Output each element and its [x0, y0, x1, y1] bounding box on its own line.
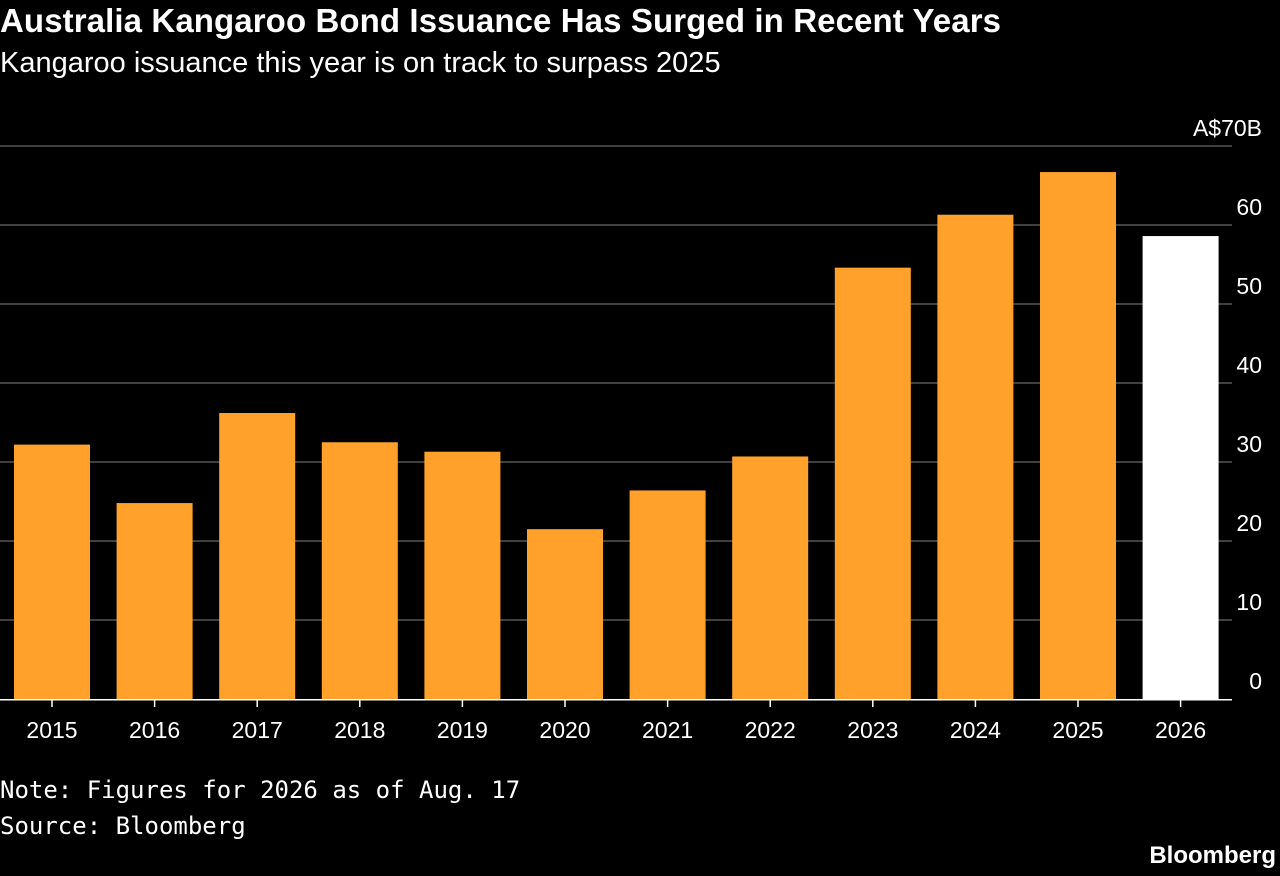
chart-note: Note: Figures for 2026 as of Aug. 17 [0, 776, 521, 804]
chart-subtitle: Kangaroo issuance this year is on track … [0, 47, 721, 79]
bar [116, 503, 193, 699]
bar [424, 451, 501, 699]
x-tick-label: 2021 [642, 717, 693, 743]
x-tick-label: 2026 [1155, 717, 1206, 743]
x-tick-label: 2020 [539, 717, 590, 743]
bar [1142, 236, 1219, 699]
bar [834, 267, 911, 699]
x-tick-label: 2019 [437, 717, 488, 743]
bloomberg-logo: Bloomberg [1149, 842, 1276, 869]
y-tick-label: 50 [1236, 273, 1262, 299]
chart-title: Australia Kangaroo Bond Issuance Has Sur… [0, 2, 1002, 39]
x-tick-label: 2015 [26, 717, 77, 743]
y-tick-label: 10 [1236, 589, 1262, 615]
y-tick-label: 60 [1236, 194, 1262, 220]
y-tick-label: 0 [1249, 668, 1262, 694]
x-tick-label: 2022 [745, 717, 796, 743]
y-tick-label: A$70B [1193, 115, 1262, 141]
bar [1040, 172, 1116, 699]
x-tick-label: 2024 [950, 717, 1001, 743]
bar [937, 214, 1014, 700]
chart-source: Source: Bloomberg [0, 812, 246, 840]
x-tick-label: 2017 [232, 717, 283, 743]
bar [219, 413, 296, 699]
y-tick-label: 30 [1236, 431, 1262, 457]
bar [321, 442, 398, 699]
x-tick-label: 2023 [847, 717, 898, 743]
bar [14, 444, 90, 699]
y-tick-label: 20 [1236, 510, 1262, 536]
bar [732, 456, 809, 699]
bar [629, 490, 706, 699]
x-tick-label: 2018 [334, 717, 385, 743]
x-tick-label: 2025 [1052, 717, 1103, 743]
x-tick-label: 2016 [129, 717, 180, 743]
y-tick-label: 40 [1236, 352, 1262, 378]
bar [527, 529, 603, 699]
